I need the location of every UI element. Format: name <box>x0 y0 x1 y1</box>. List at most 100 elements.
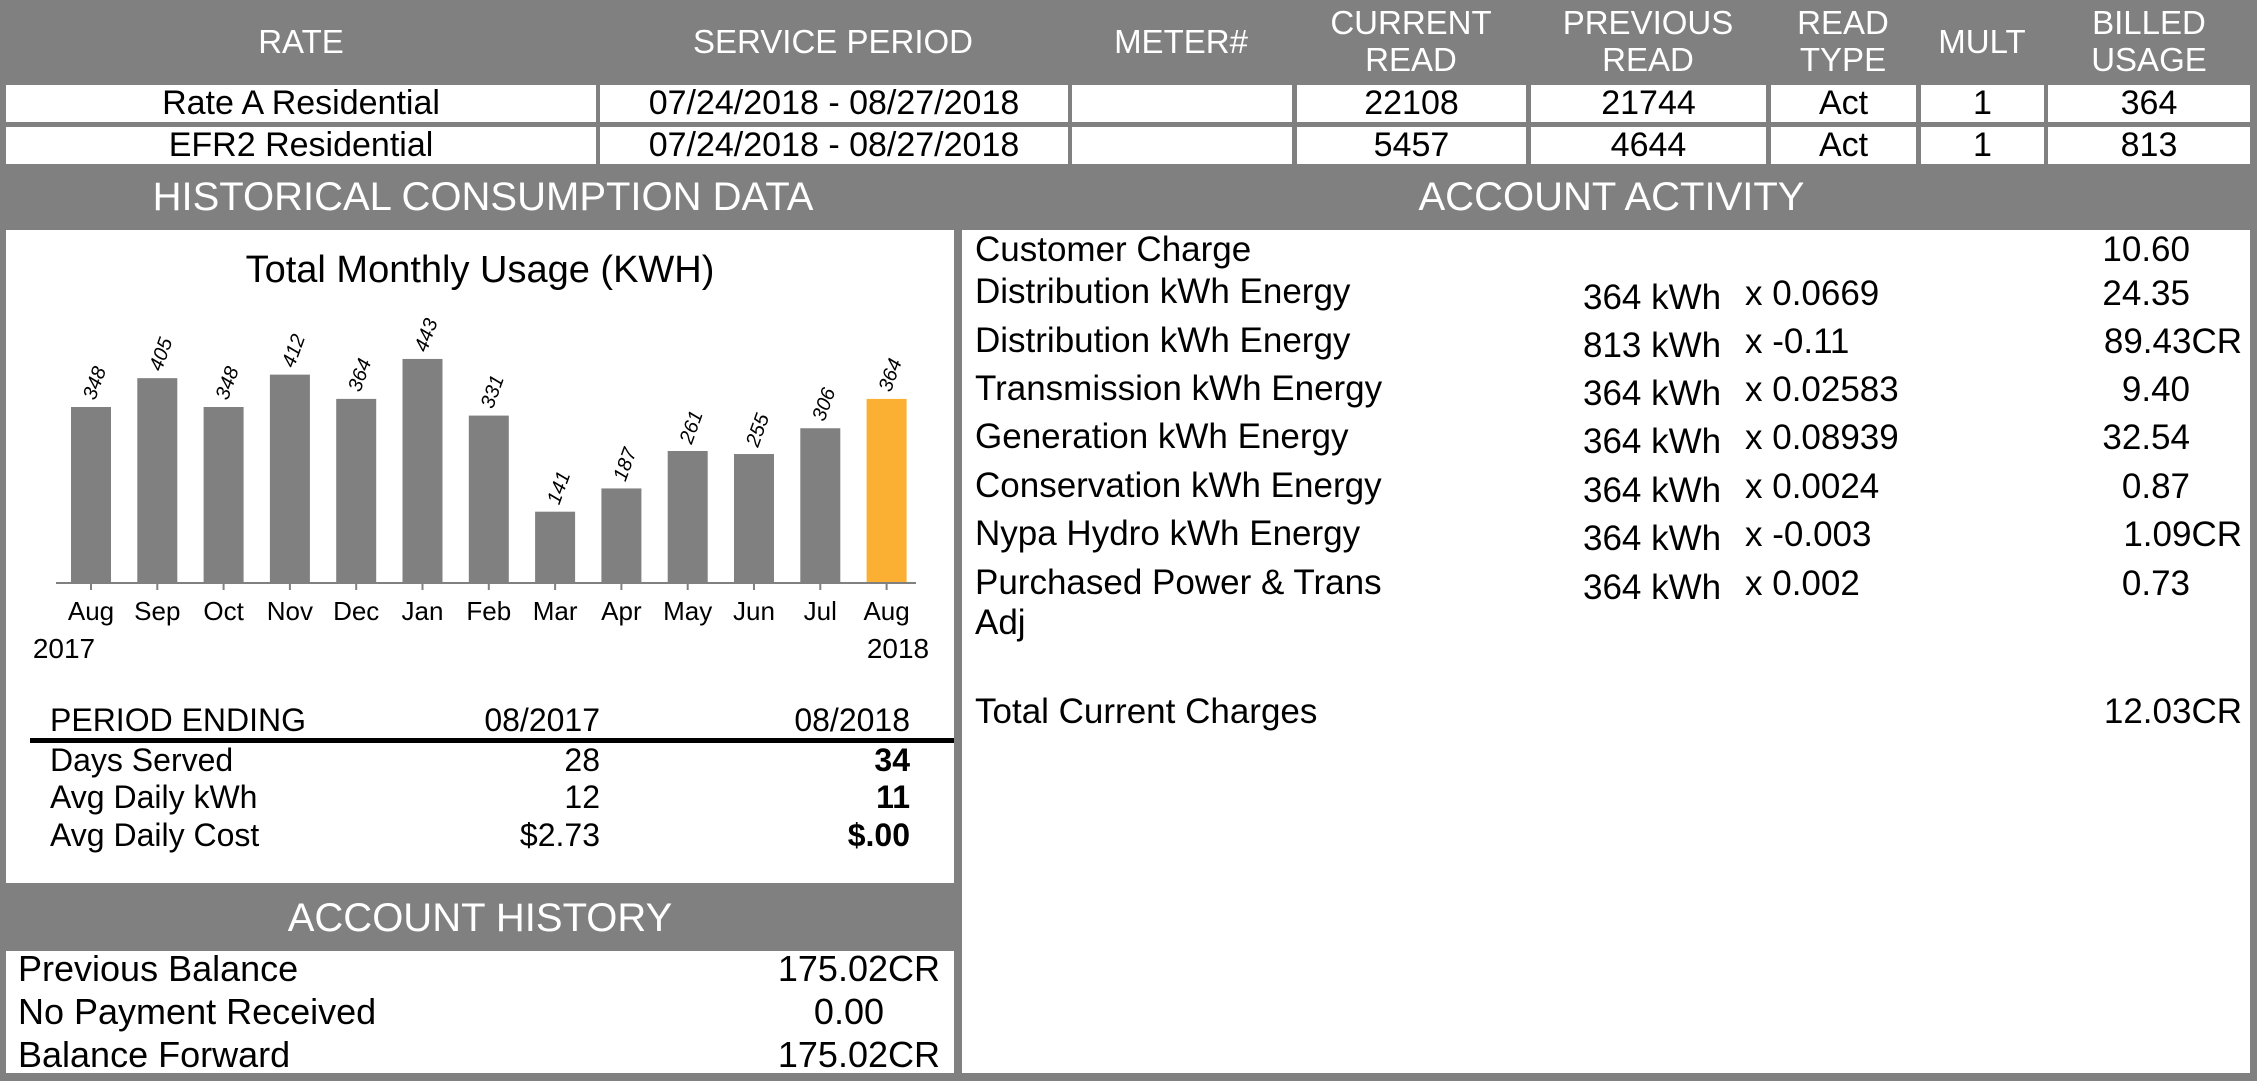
account-history-banner-label: ACCOUNT HISTORY <box>287 895 673 940</box>
data-label: 364 <box>344 356 376 395</box>
current-read-header: CURRENT READ <box>1296 0 1526 82</box>
activity-rate: x 0.0669 <box>1745 274 1880 313</box>
avg-daily-kwh-2018: 11 <box>876 779 910 815</box>
row2-mult: 1 <box>1921 126 2044 164</box>
read-type-header-line2: TYPE <box>1799 41 1887 78</box>
data-label: 306 <box>808 384 840 424</box>
avg-daily-kwh-2017: 12 <box>564 779 600 815</box>
activity-amount: 32.54 <box>2102 418 2190 457</box>
previous-read-header: PREVIOUS READ <box>1530 0 1766 82</box>
row1-service-period: 07/24/2018 - 08/27/2018 <box>600 84 1068 122</box>
previous-read-header-line2: READ <box>1602 41 1694 78</box>
chart-ticks: Aug Sep Oct Nov Dec Jan Feb Mar Apr May Jun Jul Aug <box>68 583 910 626</box>
rate-header: RATE <box>6 0 596 82</box>
activity-desc: Transmission kWh Energy <box>975 369 1383 408</box>
x-tick-label: May <box>663 596 712 626</box>
current-read-header-line2: READ <box>1365 41 1457 78</box>
activity-amount: 0.87 <box>2121 467 2190 506</box>
activity-amount: 89.43CR <box>2103 322 2242 361</box>
x-tick-label: Jun <box>733 596 775 626</box>
billed-usage-header: BILLED USAGE <box>2048 0 2250 82</box>
activity-desc: Nypa Hydro kWh Energy <box>975 514 1361 553</box>
historical-banner: HISTORICAL CONSUMPTION DATA <box>0 168 966 226</box>
row1-billed-usage: 364 <box>2048 84 2250 122</box>
activity-rate: x 0.02583 <box>1745 370 1899 409</box>
data-label: 364 <box>875 356 907 395</box>
activity-qty: 364 kWh <box>1583 519 1722 558</box>
mult-header: MULT <box>1920 0 2044 82</box>
activity-rate: x 0.0024 <box>1745 467 1880 506</box>
avg-daily-cost-label: Avg Daily Cost <box>50 817 260 853</box>
period-ending-header: PERIOD ENDING <box>50 702 307 738</box>
data-label: 443 <box>411 316 443 355</box>
row1-previous-read: 21744 <box>1531 84 1766 122</box>
row2-billed-usage: 813 <box>2048 126 2250 164</box>
previous-balance-label: Previous Balance <box>18 948 299 989</box>
billed-usage-header-line1: BILLED <box>2092 4 2206 41</box>
x-tick-label: Aug <box>863 596 909 626</box>
no-payment-amount: 0.00 <box>813 991 884 1032</box>
account-activity-panel <box>962 230 2250 1073</box>
data-label: 348 <box>212 364 244 403</box>
avg-daily-cost-2017: $2.73 <box>519 817 600 853</box>
x-tick-label: Feb <box>466 596 511 626</box>
no-payment-label: No Payment Received <box>18 991 377 1032</box>
activity-rate: x 0.002 <box>1745 564 1860 603</box>
days-served-2018: 34 <box>874 742 910 778</box>
period-table-divider <box>30 738 954 743</box>
bar-dec-4 <box>336 398 377 583</box>
current-read-header-line1: CURRENT <box>1330 4 1492 41</box>
avg-daily-cost-2018: $.00 <box>847 817 910 853</box>
row2-rate: EFR2 Residential <box>6 126 596 164</box>
x-tick-label: Mar <box>533 596 578 626</box>
service-period-header-label: SERVICE PERIOD <box>693 22 973 60</box>
bar-feb-6 <box>468 415 509 583</box>
data-label: 187 <box>609 444 641 484</box>
bar-mar-7 <box>535 511 576 583</box>
bar-jun-10 <box>734 454 774 583</box>
row2-meter <box>1072 127 1292 164</box>
activity-desc: Distribution kWh Energy <box>975 321 1351 360</box>
data-label: 405 <box>145 334 177 374</box>
rate-header-label: RATE <box>258 22 344 60</box>
bar-sep-1 <box>137 378 178 583</box>
activity-qty: 364 kWh <box>1583 422 1722 461</box>
bar-may-9 <box>667 450 708 583</box>
bar-aug-0 <box>71 406 111 583</box>
days-served-label: Days Served <box>50 742 234 778</box>
data-label: 331 <box>477 372 509 411</box>
activity-amount: 9.40 <box>2121 370 2190 409</box>
x-tick-label: Aug <box>68 596 114 626</box>
row1-current-read: 22108 <box>1297 84 1526 122</box>
activity-amount: 0.73 <box>2121 564 2190 603</box>
x-tick-label: Dec <box>333 596 379 626</box>
end-year-label: 2018 <box>867 633 929 664</box>
activity-desc: Purchased Power & Trans Adj <box>975 563 1382 642</box>
activity-amount: 10.60 <box>2102 230 2190 269</box>
period-2018-header: 08/2018 <box>794 702 910 738</box>
previous-balance-amount: 175.02CR <box>777 948 940 989</box>
balance-forward-amount: 175.02CR <box>777 1034 940 1075</box>
account-history-banner: ACCOUNT HISTORY <box>0 887 960 949</box>
activity-rate: x -0.11 <box>1745 322 1850 361</box>
mult-header-label: MULT <box>1938 22 2026 60</box>
chart-bars: 348 405 348 412 364 443 331 141 187 261 255 306 364 <box>71 316 907 583</box>
chart-title: Total Monthly Usage (KWH) <box>246 249 715 291</box>
activity-amount: 24.35 <box>2102 274 2190 313</box>
bar-nov-3 <box>269 374 310 583</box>
usage-chart: Total Monthly Usage (KWH) 348 405 348 412 36… <box>33 249 929 664</box>
row2-read-type: Act <box>1771 126 1916 164</box>
bar-jul-11 <box>800 428 841 583</box>
account-history-panel <box>6 951 954 1073</box>
data-label: 412 <box>278 331 310 370</box>
account-activity-banner-label: ACCOUNT ACTIVITY <box>1418 174 1805 219</box>
meter-header: METER# <box>1070 0 1292 82</box>
bar-aug-12 <box>866 398 907 583</box>
row1-meter <box>1072 85 1292 122</box>
data-label: 348 <box>79 364 111 403</box>
data-label: 255 <box>742 410 775 451</box>
activity-qty: 813 kWh <box>1583 326 1722 365</box>
x-tick-label: Nov <box>267 596 313 626</box>
row2-current-read: 5457 <box>1297 126 1526 164</box>
account-activity-banner: ACCOUNT ACTIVITY <box>966 168 2257 226</box>
